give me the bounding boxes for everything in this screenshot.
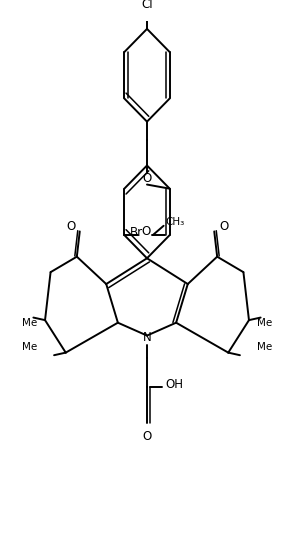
Text: Br: Br <box>130 226 143 239</box>
Text: O: O <box>142 430 152 443</box>
Text: O: O <box>220 220 229 233</box>
Text: CH₃: CH₃ <box>166 217 185 227</box>
Text: Me: Me <box>257 318 273 329</box>
Text: O: O <box>141 225 151 238</box>
Text: Me: Me <box>257 342 273 352</box>
Text: Cl: Cl <box>141 0 153 11</box>
Text: OH: OH <box>166 378 184 391</box>
Text: Me: Me <box>21 342 37 352</box>
Text: Me: Me <box>21 318 37 329</box>
Text: N: N <box>143 331 152 344</box>
Text: O: O <box>66 220 76 233</box>
Text: O: O <box>142 172 152 185</box>
